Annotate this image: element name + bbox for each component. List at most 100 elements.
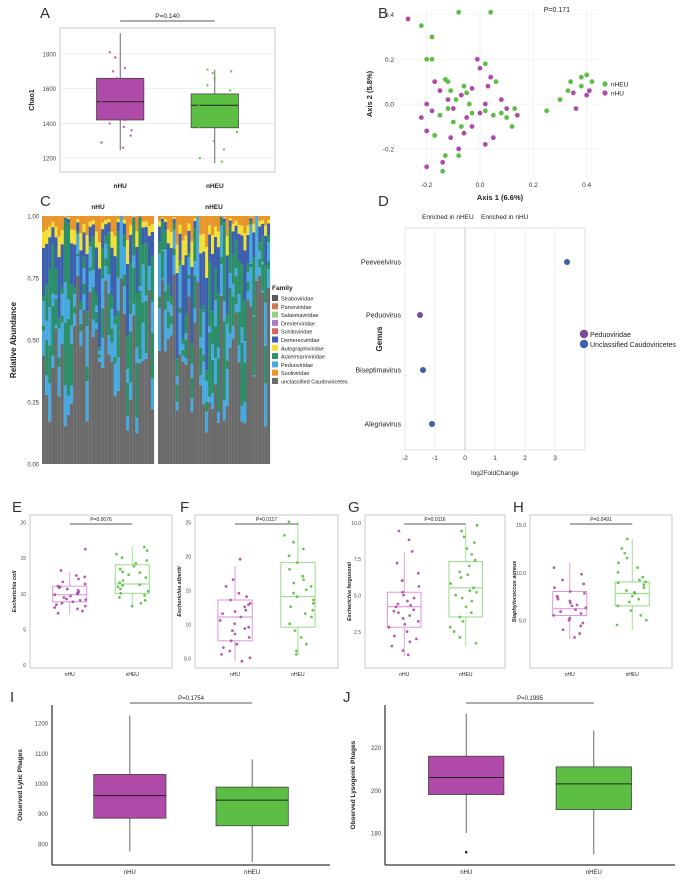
stacked-bar-segment <box>98 216 102 243</box>
stacked-bar-segment <box>101 216 105 223</box>
stacked-bar-segment <box>45 340 49 376</box>
stacked-bar-segment <box>135 347 139 364</box>
stacked-bar-segment <box>104 280 108 464</box>
data-point <box>233 632 237 636</box>
stacked-bar-segment <box>181 343 185 350</box>
stacked-bar-segment <box>79 216 83 234</box>
stacked-bar-segment <box>267 219 271 224</box>
data-point <box>247 625 251 629</box>
stacked-bar-segment <box>82 283 86 295</box>
scatter-point-nhu <box>514 112 520 118</box>
data-point <box>111 70 115 73</box>
scatter-point-nheu <box>464 90 470 96</box>
data-point <box>579 624 583 628</box>
x-tick-label: nHEU <box>244 870 260 876</box>
scatter-point-nheu <box>584 72 590 78</box>
data-point <box>228 89 232 92</box>
data-point <box>387 625 391 629</box>
stacked-bar-segment <box>135 231 139 247</box>
stacked-bar-segment <box>252 316 256 376</box>
stacked-bar-segment <box>163 291 167 310</box>
data-point <box>302 578 305 581</box>
stacked-bar-segment <box>166 229 170 244</box>
data-point <box>81 609 84 613</box>
stacked-bar-segment <box>196 246 200 283</box>
stacked-bar-segment <box>214 384 218 464</box>
stacked-bar-segment <box>135 216 139 232</box>
scatter-point-nheu <box>418 23 424 29</box>
scatter-point-nheu <box>544 108 550 114</box>
panel-label-h: H <box>513 499 524 516</box>
box-nheu <box>114 564 150 594</box>
stacked-bar-segment <box>225 255 229 315</box>
data-point <box>78 598 82 602</box>
stacked-bar-segment <box>116 310 120 358</box>
stacked-bar-segment <box>258 216 262 222</box>
y-tick-label: 200 <box>371 789 382 795</box>
stacked-bar-segment <box>246 234 250 264</box>
scatter-point-nhu <box>482 142 488 147</box>
data-point <box>61 580 65 584</box>
panel-label-a: A <box>40 5 50 22</box>
stacked-bar-segment <box>63 282 67 324</box>
stacked-bar-segment <box>240 264 244 328</box>
stacked-bar-segment <box>150 378 155 410</box>
box-nhu <box>52 585 88 603</box>
stacked-bar-segment <box>264 225 268 236</box>
panel-label-j: J <box>343 689 351 706</box>
data-point <box>474 641 478 645</box>
data-point <box>197 104 200 108</box>
scatter-point-nheu <box>424 56 430 62</box>
scatter-point-nheu <box>429 56 435 62</box>
legend-label: nHEU <box>611 82 629 89</box>
data-point <box>53 593 57 597</box>
header-right: Enriched in nHU <box>481 214 529 221</box>
stacked-bar-segment <box>110 309 114 329</box>
stacked-bar-segment <box>184 333 188 340</box>
x-tick-label: 1 <box>493 455 497 462</box>
data-point <box>120 556 124 560</box>
stacked-bar-segment <box>138 286 142 291</box>
data-point <box>559 610 562 613</box>
data-point <box>395 561 399 565</box>
stacked-bar-segment <box>160 279 164 464</box>
stacked-bar-segment <box>166 328 170 339</box>
stacked-bar-segment <box>160 218 164 223</box>
stacked-bar-segment <box>88 271 92 292</box>
data-point <box>213 77 216 80</box>
data-point <box>583 592 586 595</box>
stacked-bar-segment <box>104 224 108 237</box>
data-point <box>627 600 631 604</box>
stacked-bar-segment <box>147 235 151 266</box>
data-point <box>625 537 629 541</box>
y-tick-label: Biseptimavirus <box>355 368 401 375</box>
y-tick-label: Peduovirus <box>366 313 402 320</box>
stacked-bar-segment <box>150 223 155 232</box>
y-axis-title: Staphylococcus aureus <box>512 561 518 623</box>
data-point <box>416 571 420 575</box>
x-tick-label: 3 <box>553 455 557 462</box>
stacked-bar-segment <box>169 231 173 248</box>
stacked-bar-segment <box>147 277 151 279</box>
stacked-bar-segment <box>54 328 58 464</box>
stacked-bar-segment <box>107 335 111 355</box>
stacked-bar-segment <box>205 380 209 402</box>
stacked-bar-segment <box>119 278 123 464</box>
stacked-bar-segment <box>144 353 148 359</box>
stacked-bar-segment <box>101 308 105 339</box>
stacked-bar-segment <box>231 296 235 326</box>
data-point <box>247 636 251 639</box>
stacked-bar-segment <box>60 216 64 231</box>
stacked-bar-segment <box>214 236 218 269</box>
data-point <box>623 551 627 555</box>
legend-swatch <box>272 311 278 318</box>
stacked-bar-segment <box>88 291 92 464</box>
stacked-bar-segment <box>184 339 188 359</box>
legend-marker-nheu <box>602 81 608 87</box>
stacked-bar-segment <box>202 251 206 306</box>
stacked-bar-segment <box>249 306 253 464</box>
stacked-bar-segment <box>211 235 215 255</box>
y-tick-label: 15 <box>20 556 26 562</box>
stacked-bar-segment <box>54 298 58 325</box>
stacked-bar-segment <box>98 361 102 464</box>
